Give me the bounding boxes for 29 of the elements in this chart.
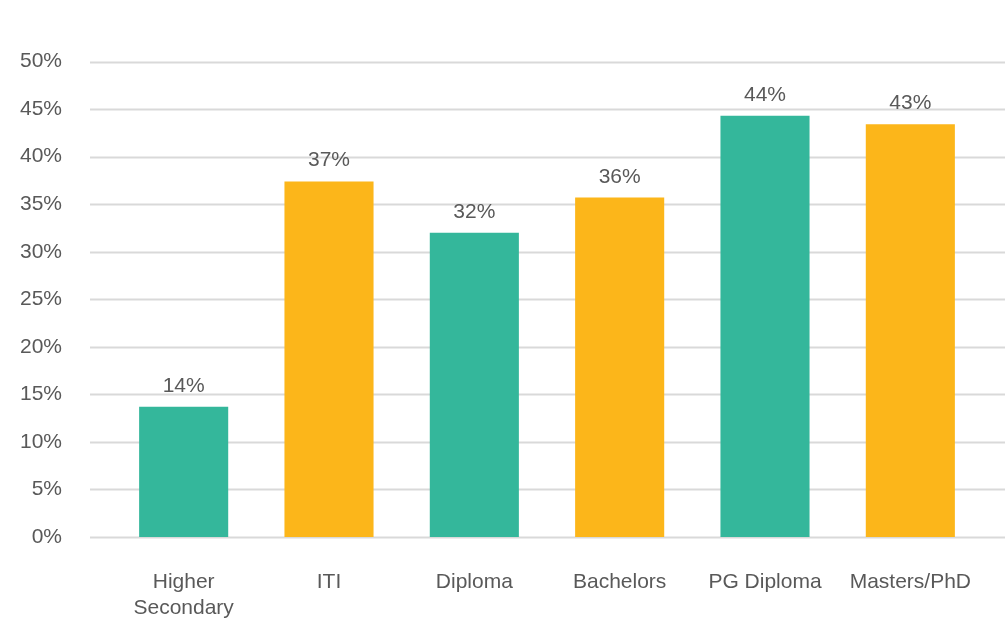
x-tick-label: Masters/PhD — [849, 569, 972, 593]
bar — [720, 115, 810, 537]
x-tick-label: Diploma — [435, 569, 514, 593]
y-tick-label: 25% — [19, 286, 62, 310]
y-tick-label: 35% — [19, 191, 62, 215]
x-tick-label: PG Diploma — [708, 569, 822, 593]
y-tick-label: 20% — [19, 333, 62, 357]
data-label: 32% — [453, 198, 496, 222]
bar — [284, 181, 374, 537]
y-tick-label: 0% — [31, 523, 62, 547]
data-label: 43% — [889, 90, 932, 114]
bar — [139, 406, 229, 537]
y-tick-label: 50% — [19, 48, 62, 72]
y-tick-label: 15% — [19, 381, 62, 405]
y-tick-label: 40% — [19, 143, 62, 167]
data-label: 14% — [162, 372, 205, 396]
y-tick-label: 5% — [31, 476, 62, 500]
bar — [575, 197, 665, 537]
x-tick-label: ITI — [316, 569, 342, 593]
data-label: 37% — [307, 147, 351, 171]
y-tick-label: 30% — [19, 238, 62, 262]
y-tick-label: 10% — [19, 428, 62, 452]
data-label: 36% — [598, 163, 641, 187]
x-tick-label: Bachelors — [572, 569, 667, 593]
x-tick-label: Higher Secondary — [133, 569, 235, 618]
bar — [865, 124, 955, 537]
y-tick-label: 45% — [19, 95, 62, 119]
bar — [429, 232, 519, 537]
data-label: 44% — [743, 81, 787, 105]
